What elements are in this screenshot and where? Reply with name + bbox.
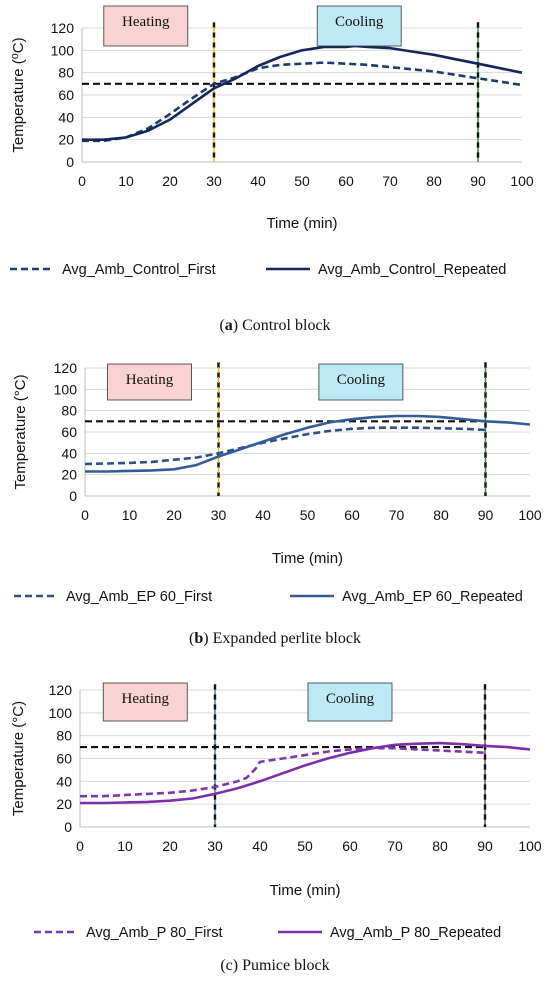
caption-part: b xyxy=(194,630,203,647)
x-tick-label: 30 xyxy=(211,507,227,523)
y-tick-label: 0 xyxy=(66,154,74,170)
series-line-1 xyxy=(82,61,523,143)
x-tick-label: 20 xyxy=(166,507,182,523)
y-tick-label: 0 xyxy=(69,488,77,504)
caption-part: (c) Pumice block xyxy=(220,957,329,974)
x-tick-label: 100 xyxy=(518,507,542,523)
phase-label-box xyxy=(107,363,192,401)
phase-label-box xyxy=(307,682,393,722)
legend-entry: Avg_Amb_P 80_First xyxy=(86,925,222,941)
caption-part: ( xyxy=(219,317,224,334)
y-tick-label: 20 xyxy=(58,132,74,148)
phase-label: Heating xyxy=(122,691,170,707)
phase-label-box xyxy=(103,5,189,47)
x-axis-title: Time (min) xyxy=(269,882,340,899)
x-tick-label: 60 xyxy=(338,173,354,189)
phase-label-box xyxy=(102,682,188,722)
y-tick-label: 40 xyxy=(58,109,74,125)
x-tick-label: 40 xyxy=(250,173,266,189)
phase-label: Cooling xyxy=(326,691,375,707)
legend-entry: Avg_Amb_Control_First xyxy=(62,262,216,278)
x-tick-label: 80 xyxy=(433,507,449,523)
series-line-2 xyxy=(82,44,523,141)
x-tick-label: 20 xyxy=(162,173,178,189)
x-tick-label: 80 xyxy=(432,838,448,854)
x-tick-label: 20 xyxy=(162,838,178,854)
y-tick-label: 100 xyxy=(54,381,78,397)
y-tick-label: 60 xyxy=(58,87,74,103)
x-tick-label: 60 xyxy=(342,838,358,854)
x-tick-label: 30 xyxy=(207,838,223,854)
chart-caption: (a) Control block xyxy=(219,317,330,334)
y-tick-label: 80 xyxy=(61,403,77,419)
phase-label: Cooling xyxy=(335,14,384,30)
y-tick-label: 120 xyxy=(49,682,73,698)
x-tick-label: 0 xyxy=(81,507,89,523)
y-tick-label: 60 xyxy=(61,424,77,440)
phase-label: Heating xyxy=(122,14,170,30)
y-axis-title: Temperature (°C) xyxy=(10,701,27,816)
phase-label: Heating xyxy=(126,372,174,388)
phase-label-box xyxy=(318,363,404,401)
x-tick-label: 50 xyxy=(294,173,310,189)
caption-part: Control block xyxy=(238,317,330,334)
chart-caption: (c) Pumice block xyxy=(220,957,329,974)
x-tick-label: 50 xyxy=(300,507,316,523)
chart-panel-2: 0 20 40 60 80 100 120 0 10 20 30 40 50 60 70 80 90 100 Tim… xyxy=(12,360,542,647)
caption-part: a xyxy=(225,317,233,334)
x-tick-label: 100 xyxy=(510,173,534,189)
y-tick-label: 40 xyxy=(61,445,77,461)
y-tick-label: 20 xyxy=(61,467,77,483)
chart-panel-1: 0 20 40 60 80 100 120 0 10 20 30 40 50 60 70 80 90 100 Tim… xyxy=(10,5,534,334)
phase-label: Cooling xyxy=(337,372,386,388)
legend-entry: Avg_Amb_Control_Repeated xyxy=(318,262,506,278)
x-tick-label: 10 xyxy=(122,507,138,523)
y-tick-label: 0 xyxy=(64,819,72,835)
phase-label-box xyxy=(316,5,402,47)
caption-part: ) xyxy=(233,317,238,334)
x-tick-label: 30 xyxy=(206,173,222,189)
y-tick-label: 120 xyxy=(54,360,78,376)
x-tick-label: 10 xyxy=(117,838,133,854)
y-tick-label: 80 xyxy=(56,728,72,744)
y-tick-label: 60 xyxy=(56,751,72,767)
x-axis-title: Time (min) xyxy=(266,215,337,232)
x-tick-label: 0 xyxy=(76,838,84,854)
x-tick-label: 70 xyxy=(389,507,405,523)
x-tick-label: 40 xyxy=(252,838,268,854)
y-tick-label: 40 xyxy=(56,773,72,789)
x-tick-label: 80 xyxy=(426,173,442,189)
y-tick-label: 80 xyxy=(58,65,74,81)
legend-entry: Avg_Amb_P 80_Repeated xyxy=(330,925,501,941)
legend-entry: Avg_Amb_EP 60_Repeated xyxy=(342,589,523,605)
y-tick-label: 20 xyxy=(56,796,72,812)
chart-caption: (b) Expanded perlite block xyxy=(189,630,361,647)
legend-entry: Avg_Amb_EP 60_First xyxy=(66,589,212,605)
y-tick-label: 120 xyxy=(51,20,75,36)
y-axis-title: Temperature (⁰C) xyxy=(10,37,27,152)
x-tick-label: 40 xyxy=(255,507,271,523)
x-axis-title: Time (min) xyxy=(272,550,343,567)
caption-part: ( xyxy=(189,630,194,647)
x-tick-label: 0 xyxy=(78,173,86,189)
x-tick-label: 90 xyxy=(477,838,493,854)
caption-part: ) xyxy=(203,630,208,647)
y-tick-label: 100 xyxy=(51,42,75,58)
x-tick-label: 90 xyxy=(470,173,486,189)
x-tick-label: 50 xyxy=(297,838,313,854)
y-tick-label: 100 xyxy=(49,705,73,721)
x-tick-label: 90 xyxy=(478,507,494,523)
caption-part: Expanded perlite block xyxy=(209,630,361,647)
x-tick-label: 70 xyxy=(387,838,403,854)
x-tick-label: 10 xyxy=(118,173,134,189)
x-tick-label: 70 xyxy=(382,173,398,189)
y-axis-title: Temperature (°C) xyxy=(12,374,29,489)
chart-panel-3: 0 20 40 60 80 100 120 0 10 20 30 40 50 60 70 80 90 100 Tim… xyxy=(10,682,542,974)
x-tick-label: 60 xyxy=(344,507,360,523)
x-tick-label: 100 xyxy=(518,838,542,854)
